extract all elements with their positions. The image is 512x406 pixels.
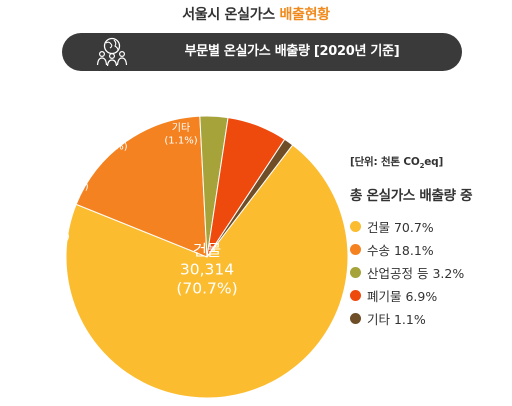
- legend-item-label: 산업공정 등 3.2%: [367, 266, 465, 282]
- slice-percent-label: (3.2%): [55, 182, 88, 193]
- slice-value-label: 30,314: [180, 261, 234, 279]
- slice-label-group: 수송7,748 (18.1%): [30, 206, 70, 243]
- people-globe-icon: [96, 37, 128, 67]
- page-title: 서울시 온실가스 배출현황: [0, 4, 512, 24]
- title-main: 서울시 온실가스: [182, 7, 275, 23]
- title-highlight: 배출현황: [279, 7, 330, 23]
- slice-value-label: 2,961: [97, 129, 126, 140]
- pie-slice: [206, 138, 294, 258]
- legend-item: 산업공정 등 3.2%: [350, 261, 510, 284]
- slice-percent-label: (1.1%): [164, 135, 197, 146]
- legend-title: 총 온실가스 배출량 중: [350, 188, 473, 205]
- slice-name-label: 산업공정 등: [47, 155, 96, 168]
- legend-dot-icon: [350, 313, 361, 325]
- slice-value-label: 7,748: [36, 219, 65, 230]
- legend-dot-icon: [350, 290, 361, 302]
- slice-label-group: 기타(1.1%): [164, 122, 197, 147]
- legend: [단위: 천톤 CO2eq] 총 온실가스 배출량 중 건물 70.7% 수송 …: [350, 154, 510, 330]
- legend-item-label: 폐기물 6.9%: [367, 289, 438, 305]
- slice-label-group: 산업공정 등1,385 (3.2%): [47, 155, 96, 193]
- legend-item: 건물 70.7%: [350, 215, 510, 238]
- slice-value-label: 1,385: [58, 169, 87, 180]
- legend-dot-icon: [350, 244, 361, 256]
- slice-name-label: 폐기물: [97, 116, 125, 128]
- banner-title: 부문별 온실가스 배출량 [2020년 기준]: [184, 44, 400, 59]
- chart-banner: 부문별 온실가스 배출량 [2020년 기준]: [62, 33, 462, 71]
- legend-item-label: 기타 1.1%: [367, 312, 426, 328]
- slice-name-label: 기타: [172, 122, 190, 134]
- pie-slice: [65, 144, 349, 399]
- legend-dot-icon: [350, 221, 361, 233]
- unit-label: [단위: 천톤 CO2eq]: [350, 156, 444, 171]
- slice-percent-label: (6.9%): [94, 142, 127, 153]
- slice-name-label: 수송: [41, 206, 59, 218]
- legend-list: 건물 70.7% 수송 18.1% 산업공정 등 3.2% 폐기물 6.9% 기…: [350, 215, 510, 330]
- legend-item-label: 수송 18.1%: [367, 243, 434, 259]
- slice-name-label: 건물: [193, 242, 222, 260]
- legend-item-label: 건물 70.7%: [367, 220, 434, 236]
- slice-percent-label: (18.1%): [30, 232, 70, 243]
- pie-slice: [75, 115, 208, 258]
- legend-item: 수송 18.1%: [350, 238, 510, 261]
- legend-dot-icon: [350, 267, 361, 279]
- legend-item: 폐기물 6.9%: [350, 284, 510, 307]
- slice-percent-label: (70.7%): [176, 280, 237, 298]
- legend-item: 기타 1.1%: [350, 307, 510, 330]
